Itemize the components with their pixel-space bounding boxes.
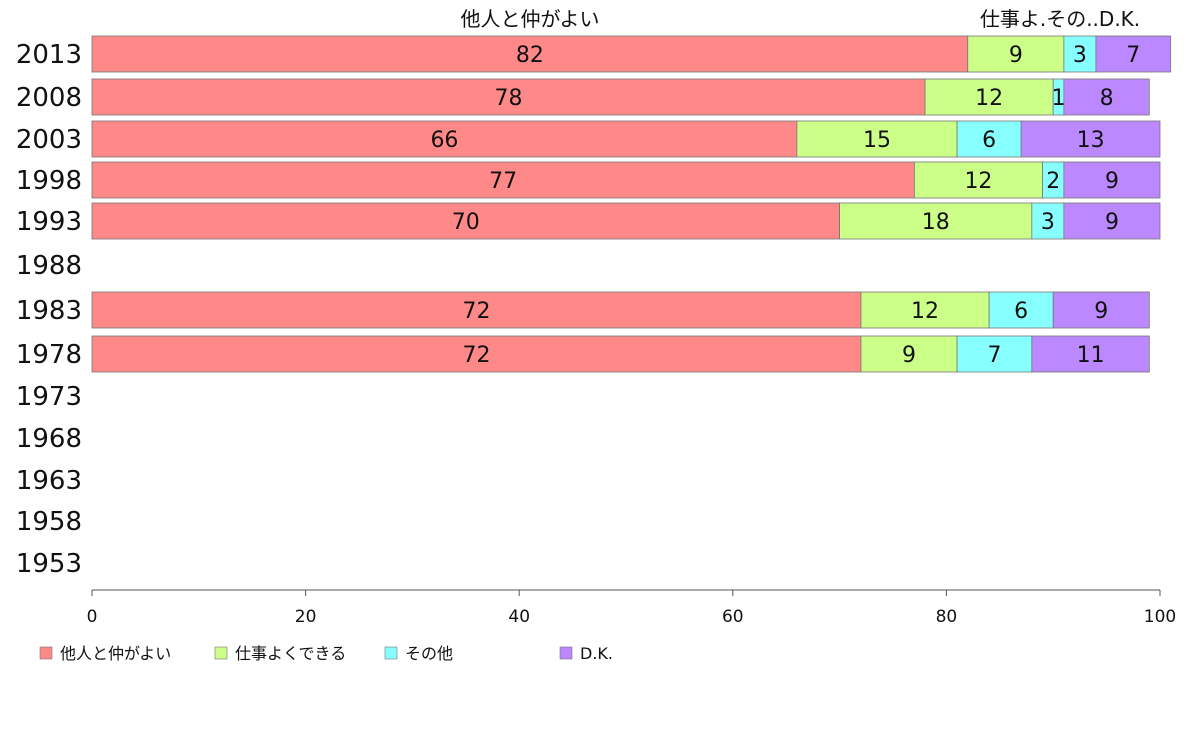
bar-segment xyxy=(913,161,1043,199)
column-header-left: 他人と仲がよい xyxy=(461,7,600,31)
year-label: 1998 xyxy=(16,166,82,196)
bar-segment xyxy=(796,120,958,158)
value-label: 6 xyxy=(1014,299,1028,324)
bar-segment xyxy=(967,35,1065,73)
legend: 他人と仲がよい 仕事よくできる その他 D.K. xyxy=(39,644,613,663)
value-label: 2 xyxy=(1046,169,1060,194)
legend-swatch xyxy=(559,646,573,660)
x-tick-label: 100 xyxy=(1144,607,1176,627)
value-label: 66 xyxy=(430,128,458,153)
legend-label: 仕事よくできる xyxy=(235,644,346,663)
value-label: 13 xyxy=(1077,128,1105,153)
year-label: 2013 xyxy=(16,40,82,70)
value-label: 8 xyxy=(1100,86,1114,111)
year-label: 1993 xyxy=(16,207,82,237)
year-label: 1978 xyxy=(16,340,82,370)
value-label: 9 xyxy=(902,343,916,368)
value-label: 12 xyxy=(911,299,939,324)
value-label: 12 xyxy=(964,169,992,194)
bar-segment xyxy=(91,161,915,199)
year-label: 1958 xyxy=(16,507,82,537)
bar-segment xyxy=(1095,35,1172,73)
x-axis: 0 20 40 60 80 100 xyxy=(87,589,1176,627)
value-label: 7 xyxy=(987,343,1001,368)
value-label: 72 xyxy=(462,343,490,368)
value-label: 77 xyxy=(489,169,517,194)
value-label: 9 xyxy=(1105,169,1119,194)
value-label: 72 xyxy=(462,299,490,324)
bar-segment xyxy=(956,335,1033,373)
bar-segment xyxy=(91,335,862,373)
value-label: 9 xyxy=(1105,210,1119,235)
bar-segment xyxy=(91,120,798,158)
legend-label: D.K. xyxy=(580,644,613,663)
bar-segment xyxy=(1052,291,1150,329)
year-label: 1973 xyxy=(16,382,82,412)
x-tick-label: 40 xyxy=(508,607,530,627)
year-label: 1983 xyxy=(16,296,82,326)
x-tick-label: 20 xyxy=(295,607,317,627)
legend-label: 他人と仲がよい xyxy=(60,644,171,663)
bar-segment xyxy=(1063,202,1161,240)
bar-segment xyxy=(91,291,862,329)
bar-segment xyxy=(924,78,1054,116)
value-label: 7 xyxy=(1126,43,1140,68)
bar-segment xyxy=(1031,335,1150,373)
value-label: 78 xyxy=(495,86,523,111)
bar-segment xyxy=(1020,120,1161,158)
year-label: 1988 xyxy=(16,251,82,281)
value-label: 12 xyxy=(975,86,1003,111)
bar-segment xyxy=(91,78,926,116)
x-tick-label: 0 xyxy=(87,607,98,627)
bar-segment xyxy=(839,202,1033,240)
value-label: 11 xyxy=(1077,343,1105,368)
value-label: 1 xyxy=(1052,86,1066,111)
bar-segment xyxy=(1063,161,1161,199)
value-label: 70 xyxy=(452,210,480,235)
column-header-right: 仕事よ.その..D.K. xyxy=(980,7,1140,31)
value-label: 9 xyxy=(1009,43,1023,68)
bar-segment xyxy=(860,291,990,329)
legend-label: その他 xyxy=(405,644,453,663)
bar-segment xyxy=(1031,202,1065,240)
value-label: 6 xyxy=(982,128,996,153)
bar-segment xyxy=(1063,35,1097,73)
x-tick-label: 80 xyxy=(936,607,958,627)
bar-segment xyxy=(860,335,958,373)
bar-segment xyxy=(1063,78,1150,116)
legend-swatch xyxy=(214,646,228,660)
year-label: 1968 xyxy=(16,424,82,454)
value-label: 18 xyxy=(922,210,950,235)
year-label: 2003 xyxy=(16,125,82,155)
year-label: 1953 xyxy=(16,549,82,579)
value-label: 82 xyxy=(516,43,544,68)
legend-swatch xyxy=(384,646,398,660)
year-label: 2008 xyxy=(16,83,82,113)
value-label: 9 xyxy=(1094,299,1108,324)
value-label: 3 xyxy=(1073,43,1087,68)
bar-segment xyxy=(956,120,1022,158)
value-label: 3 xyxy=(1041,210,1055,235)
legend-swatch xyxy=(39,646,53,660)
bar-segment xyxy=(91,202,840,240)
bar-segment xyxy=(91,35,969,73)
year-label: 1963 xyxy=(16,466,82,496)
value-label: 15 xyxy=(863,128,891,153)
x-tick-label: 60 xyxy=(722,607,744,627)
